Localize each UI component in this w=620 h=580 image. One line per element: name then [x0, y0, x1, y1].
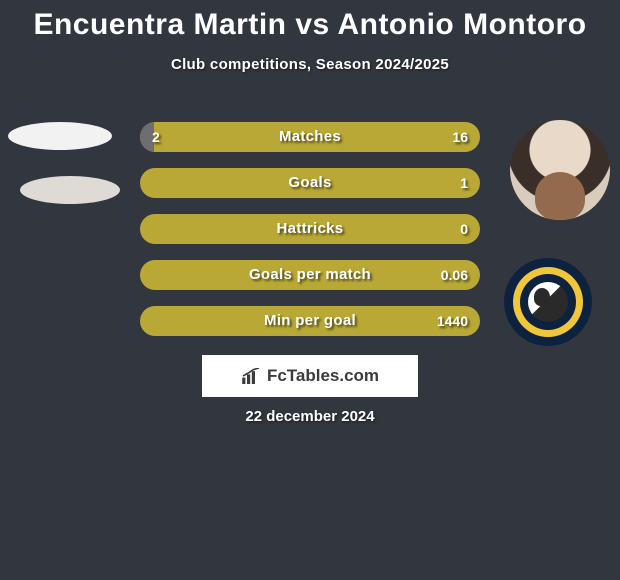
stat-row: 0Hattricks [140, 214, 480, 244]
stat-row: 0.06Goals per match [140, 260, 480, 290]
brand-text: FcTables.com [267, 366, 379, 386]
subtitle: Club competitions, Season 2024/2025 [0, 56, 620, 73]
stat-label: Goals per match [140, 260, 480, 290]
stat-label: Matches [140, 122, 480, 152]
player2-avatar [510, 120, 610, 220]
crest-center [528, 282, 568, 322]
stat-label: Hattricks [140, 214, 480, 244]
crest-ring-mid [520, 274, 576, 330]
crest-ring-outer [513, 267, 583, 337]
vs-label: vs [295, 8, 329, 41]
player2-club-crest [504, 258, 592, 346]
player1-club-crest [20, 176, 120, 204]
infographic-container: Encuentra Martin vs Antonio Montoro Club… [0, 0, 620, 580]
player1-name: Encuentra Martin [33, 8, 286, 41]
date-label: 22 december 2024 [0, 408, 620, 425]
stat-label: Min per goal [140, 306, 480, 336]
player1-avatar [8, 122, 112, 150]
stat-row: 216Matches [140, 122, 480, 152]
stats-area: 216Matches 1Goals 0Hattricks 0.06Goals per … [140, 122, 480, 352]
stat-label: Goals [140, 168, 480, 198]
stat-row: 1Goals [140, 168, 480, 198]
bars-icon [241, 368, 261, 384]
stat-row: 1440Min per goal [140, 306, 480, 336]
page-title: Encuentra Martin vs Antonio Montoro [0, 0, 620, 42]
brand-box[interactable]: FcTables.com [202, 355, 418, 397]
player2-name: Antonio Montoro [337, 8, 586, 41]
